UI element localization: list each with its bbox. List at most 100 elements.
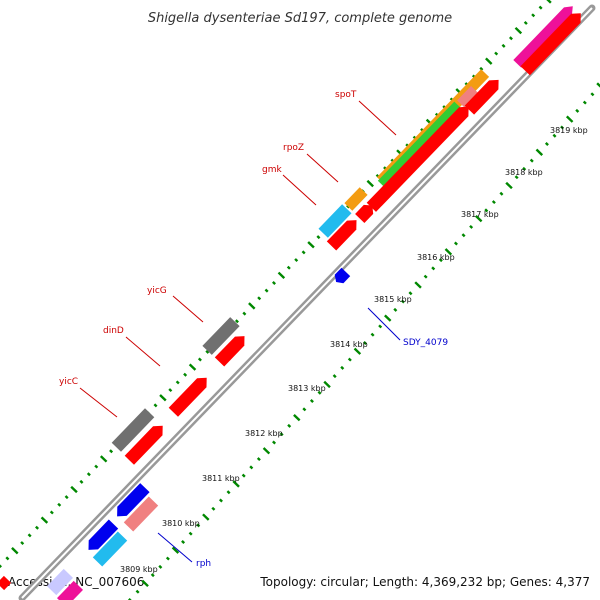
cds-arrow[interactable] <box>318 204 352 238</box>
tick-label-3819: 3819 kbp <box>550 126 588 135</box>
tick-mark <box>257 296 262 301</box>
tick-mark <box>393 307 398 312</box>
cds-arrow[interactable] <box>124 425 163 465</box>
callout-line <box>358 100 397 136</box>
tick-mark <box>479 66 484 71</box>
callout-line <box>157 532 193 563</box>
tick-mark <box>575 108 580 113</box>
tick-mark <box>499 191 504 196</box>
tick-mark <box>529 158 534 163</box>
tick-mark <box>484 208 489 213</box>
tick-mark <box>168 388 173 393</box>
callout-line <box>172 295 204 323</box>
tick-label-3811: 3811 kbp <box>202 474 240 483</box>
tick-mark <box>40 516 49 524</box>
tick-mark <box>183 372 188 377</box>
tick-mark <box>531 13 536 18</box>
callout-line <box>125 336 161 367</box>
tick-mark <box>378 324 383 329</box>
cds-arrow-sdy4079[interactable] <box>334 267 351 284</box>
tick-mark <box>262 447 271 455</box>
cds-arrow[interactable] <box>355 204 374 223</box>
tick-mark <box>94 464 99 469</box>
cds-arrow[interactable] <box>47 568 73 596</box>
genome-summary-label: Topology: circular; Length: 4,369,232 bp… <box>259 575 590 589</box>
tick-mark <box>277 271 286 279</box>
cds-arrow-yicc[interactable] <box>111 408 155 452</box>
tick-mark <box>0 564 2 568</box>
cds-arrow-yicg[interactable] <box>202 317 240 355</box>
cds-arrow[interactable] <box>464 79 499 115</box>
tick-mark <box>27 533 32 538</box>
tick-mark <box>109 449 114 454</box>
tick-mark <box>560 125 565 130</box>
tick-mark <box>232 480 240 488</box>
gene-label-spot[interactable]: spoT <box>335 90 357 100</box>
tick-mark <box>196 523 201 528</box>
gene-label-yicc[interactable]: yicC <box>59 377 78 387</box>
tick-mark <box>461 233 466 238</box>
tick-mark <box>469 224 474 229</box>
tick-mark <box>431 266 436 271</box>
tick-mark <box>514 26 523 35</box>
cds-arrow[interactable] <box>366 106 469 212</box>
tick-mark <box>535 148 544 156</box>
cds-arrow-rph[interactable] <box>92 531 128 567</box>
tick-mark <box>294 258 299 263</box>
callout-line <box>306 153 339 183</box>
callout-line <box>79 387 118 418</box>
tick-mark <box>165 556 170 561</box>
tick-mark <box>501 43 506 48</box>
cds-arrow[interactable] <box>123 496 159 532</box>
gene-label-yicg[interactable]: yicG <box>147 286 167 296</box>
tick-mark <box>249 465 254 470</box>
gene-label-rpoz[interactable]: rpoZ <box>283 143 304 153</box>
tick-mark <box>370 332 375 337</box>
cds-arrow[interactable] <box>513 6 573 68</box>
tick-mark <box>79 479 84 484</box>
gene-label-rph[interactable]: rph <box>196 559 211 569</box>
tick-mark <box>366 179 374 188</box>
cds-arrow[interactable] <box>520 13 581 76</box>
tick-mark <box>20 541 25 546</box>
tick-mark <box>565 115 574 123</box>
tick-mark <box>86 472 91 477</box>
tick-mark <box>523 20 528 25</box>
feature-track <box>0 6 581 600</box>
tick-mark <box>286 265 291 270</box>
cds-arrow[interactable] <box>117 483 150 517</box>
cds-arrow[interactable] <box>344 187 368 211</box>
tick-mark <box>582 100 587 105</box>
cds-arrow[interactable] <box>457 86 479 108</box>
tick-labels: 3819 kbp 3818 kbp 3817 kbp 3816 kbp 3815… <box>120 126 588 574</box>
cds-arrow[interactable] <box>214 336 245 367</box>
gene-label-gmk[interactable]: gmk <box>262 165 282 175</box>
tick-mark <box>538 5 543 10</box>
gene-label-dind[interactable]: dinD <box>103 326 124 336</box>
tick-mark <box>175 380 180 385</box>
cds-arrow[interactable] <box>0 575 12 591</box>
tick-mark <box>414 281 422 289</box>
map-title: Shigella dysenteriae Sd197, complete gen… <box>148 11 452 26</box>
tick-mark <box>11 547 19 555</box>
cds-arrow-dind[interactable] <box>168 377 207 417</box>
tick-label-3810: 3810 kbp <box>162 519 200 528</box>
tick-mark <box>241 473 246 478</box>
tick-mark <box>438 258 443 263</box>
tick-mark <box>317 390 322 395</box>
tick-mark <box>158 564 163 569</box>
cds-arrow[interactable] <box>377 101 463 189</box>
tick-mark <box>307 241 315 249</box>
gene-label-sdy4079[interactable]: SDY_4079 <box>403 338 448 348</box>
cds-arrow[interactable] <box>326 220 357 251</box>
callout-line <box>282 174 317 206</box>
tick-mark <box>135 589 140 594</box>
tick-mark <box>226 490 231 495</box>
cds-arrow[interactable] <box>88 519 119 550</box>
tick-mark <box>256 457 261 462</box>
tick-mark <box>444 248 453 256</box>
cds-arrow[interactable] <box>57 580 83 600</box>
tick-mark <box>508 36 513 41</box>
tick-mark <box>99 455 108 463</box>
tick-mark <box>171 546 180 554</box>
